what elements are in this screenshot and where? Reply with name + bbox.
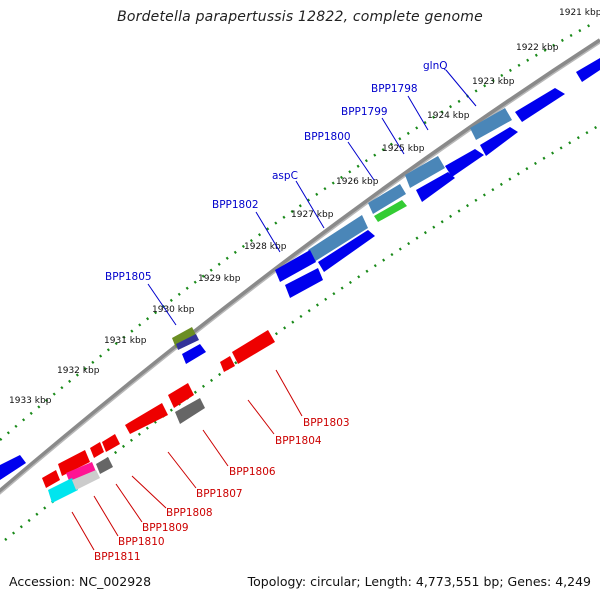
gene-block-aspC[interactable] (308, 215, 368, 262)
gene-label-BPP1809[interactable]: BPP1809 (142, 522, 189, 534)
gene-block[interactable] (42, 470, 60, 488)
gene-block[interactable] (220, 356, 235, 372)
gene-label-BPP1800[interactable]: BPP1800 (304, 131, 351, 143)
kbp-label: 1928 kbp (244, 242, 287, 252)
gene-block-BPP1805[interactable] (172, 327, 197, 348)
kbp-label: 1924 kbp (427, 111, 470, 121)
gene-label-BPP1806[interactable]: BPP1806 (229, 466, 276, 478)
gene-block[interactable] (576, 58, 600, 82)
forward-gene-track (0, 58, 600, 480)
gene-label-BPP1798[interactable]: BPP1798 (371, 83, 418, 95)
gene-block[interactable] (445, 149, 484, 177)
gene-block-BPP1803[interactable] (232, 330, 275, 364)
gene-block[interactable] (285, 268, 323, 298)
kbp-label: 1930 kbp (152, 305, 195, 315)
kbp-label: 1921 kbp (559, 8, 600, 18)
gene-block[interactable] (318, 230, 375, 272)
gene-block[interactable] (416, 172, 455, 202)
gene-block-BPP1806[interactable] (175, 398, 205, 424)
gene-block[interactable] (90, 442, 104, 458)
outer-tick-ring (0, 23, 591, 441)
kbp-label: 1929 kbp (198, 274, 241, 284)
gene-block-BPP1811[interactable] (48, 478, 78, 503)
genome-backbone (0, 38, 600, 494)
gene-block-BPP1798[interactable] (405, 156, 445, 188)
kbp-label: 1931 kbp (104, 336, 147, 346)
gene-block[interactable] (0, 455, 26, 480)
gene-label-BPP1807[interactable]: BPP1807 (196, 488, 243, 500)
gene-label-BPP1799[interactable]: BPP1799 (341, 106, 388, 118)
reverse-gene-labels: BPP1803 BPP1804 BPP1806 BPP1807 BPP1808 … (71, 369, 350, 563)
gene-label-BPP1802[interactable]: BPP1802 (212, 199, 259, 211)
genome-backbone-shadow (0, 42, 600, 495)
gene-block-BPP1807[interactable] (125, 403, 168, 434)
kbp-label: 1932 kbp (57, 366, 100, 376)
kbp-label: 1933 kbp (9, 396, 52, 406)
gene-label-BPP1810[interactable]: BPP1810 (118, 536, 165, 548)
kbp-label: 1927 kbp (291, 210, 334, 220)
inner-tick-ring (4, 123, 600, 541)
gene-block-glnQ[interactable] (470, 108, 512, 140)
kbp-label: 1923 kbp (472, 77, 515, 87)
gene-block-BPP1802[interactable] (275, 250, 316, 282)
kbp-label: 1926 kbp (336, 177, 379, 187)
gene-block[interactable] (102, 434, 120, 452)
gene-label-BPP1803[interactable]: BPP1803 (303, 417, 350, 429)
kbp-labels: 1921 kbp 1922 kbp 1923 kbp 1924 kbp 1925… (9, 8, 600, 406)
reverse-gene-track (42, 330, 275, 503)
gene-block[interactable] (176, 334, 199, 350)
kbp-label: 1922 kbp (516, 43, 559, 53)
gene-label-BPP1808[interactable]: BPP1808 (166, 507, 213, 519)
gene-label-BPP1805[interactable]: BPP1805 (105, 271, 152, 283)
gene-block[interactable] (480, 127, 518, 156)
kbp-label: 1925 kbp (382, 144, 425, 154)
gene-block[interactable] (72, 470, 100, 490)
gene-block-BPP1809[interactable] (96, 457, 113, 474)
gene-label-BPP1811[interactable]: BPP1811 (94, 551, 141, 563)
gene-block-BPP1800[interactable] (374, 200, 407, 222)
gene-label-aspC[interactable]: aspC (272, 170, 298, 182)
accession-text: Accession: NC_002928 (9, 574, 152, 589)
gene-block-BPP1808[interactable] (58, 450, 90, 476)
gene-block-BPP1799[interactable] (368, 184, 406, 214)
gene-block-BPP1804[interactable] (168, 383, 194, 408)
map-title: Bordetella parapertussis 12822, complete… (117, 9, 483, 25)
gene-block[interactable] (515, 88, 565, 122)
gene-label-BPP1804[interactable]: BPP1804 (275, 435, 322, 447)
gene-label-glnQ[interactable]: glnQ (423, 60, 448, 72)
forward-gene-labels: glnQ BPP1798 BPP1799 BPP1800 aspC BPP180… (105, 60, 477, 326)
gene-block[interactable] (182, 344, 206, 364)
genome-summary-text: Topology: circular; Length: 4,773,551 bp… (247, 574, 591, 589)
